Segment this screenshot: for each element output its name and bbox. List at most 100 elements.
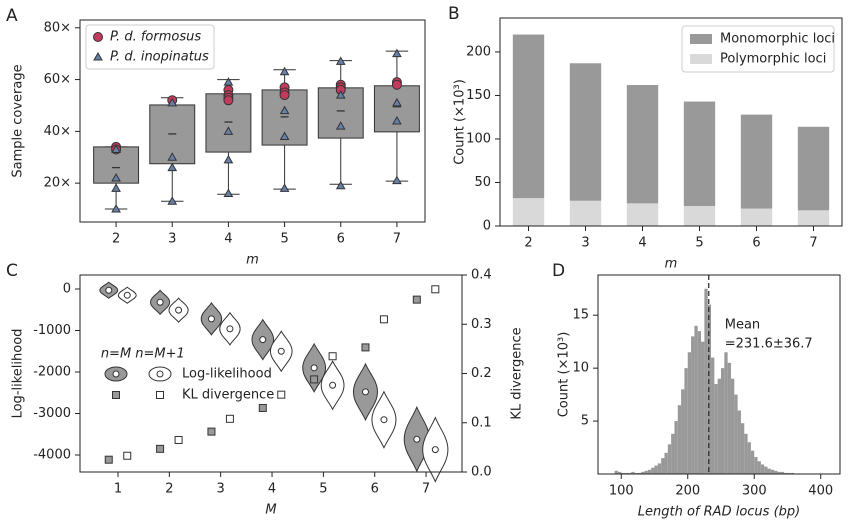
x-tick-label: 100 xyxy=(609,484,634,499)
panel-label: D xyxy=(552,261,565,281)
x-tick-label: 3 xyxy=(168,232,176,247)
point xyxy=(392,48,402,58)
histogram-bar xyxy=(757,461,761,474)
histogram-bar xyxy=(740,423,745,474)
histogram-bar xyxy=(760,464,765,474)
histogram-bar xyxy=(774,470,778,474)
histogram-bar xyxy=(617,471,622,474)
plot-frame xyxy=(597,274,841,475)
histogram-bar xyxy=(677,405,682,474)
legend-group: n=M xyxy=(101,347,131,362)
histogram-bar xyxy=(621,472,625,474)
x-tick-label: 3 xyxy=(581,236,589,251)
point xyxy=(167,152,178,161)
histogram-bar xyxy=(734,394,738,474)
legend-label: Log-likelihood xyxy=(182,367,272,382)
bar-segment xyxy=(797,126,830,211)
x-tick-label: 4 xyxy=(268,482,276,497)
point xyxy=(223,95,234,106)
legend-marker xyxy=(112,370,120,378)
point xyxy=(392,175,402,185)
histogram-bar xyxy=(767,468,771,474)
plot-frame xyxy=(499,17,843,227)
x-tick-label: 5 xyxy=(319,482,327,497)
point xyxy=(111,144,121,153)
x-tick-label: 3 xyxy=(217,482,225,497)
histogram-bar xyxy=(647,469,652,474)
y-tick-label: 5 xyxy=(581,414,589,429)
median xyxy=(226,325,234,333)
legend-swatch xyxy=(690,34,712,44)
histogram-bar xyxy=(624,472,628,474)
median xyxy=(329,381,337,389)
x-tick-label: 7 xyxy=(422,482,430,497)
median xyxy=(156,298,164,306)
y-tick-label: 150 xyxy=(466,88,491,103)
point xyxy=(223,77,234,86)
point xyxy=(111,204,121,213)
point xyxy=(167,97,178,107)
legend-label: P. d. inopinatus xyxy=(110,50,209,65)
bar-segment xyxy=(512,198,545,226)
y-axis-label: Log-likelihood xyxy=(11,329,26,419)
bar-segment xyxy=(683,205,716,226)
square xyxy=(277,390,286,399)
square xyxy=(123,451,132,460)
histogram-bar xyxy=(664,452,668,474)
histogram-bar xyxy=(750,450,755,474)
median xyxy=(175,306,183,314)
x-tick-label: 6 xyxy=(752,236,760,251)
median xyxy=(413,435,421,443)
histogram-bar xyxy=(697,331,702,474)
median xyxy=(207,315,215,323)
histogram-bar xyxy=(720,368,725,474)
x-tick-label: 2 xyxy=(165,482,173,497)
point xyxy=(111,183,121,192)
x-axis-label: m xyxy=(246,253,259,268)
histogram-bar xyxy=(661,458,665,474)
panel-label: B xyxy=(448,4,460,24)
y-tick-label: 40× xyxy=(44,124,71,139)
panel-label: C xyxy=(6,261,18,281)
y-tick-label: 0 xyxy=(483,219,491,234)
median xyxy=(310,364,318,372)
point xyxy=(335,56,346,65)
y-tick-label: 0 xyxy=(63,281,71,296)
x-tick-label: 1 xyxy=(114,482,122,497)
histogram-bar xyxy=(727,362,731,474)
square xyxy=(258,403,267,412)
y-tick-label: -1000 xyxy=(33,323,71,338)
x-axis-label: M xyxy=(265,503,276,518)
histogram-bar xyxy=(790,472,795,474)
point xyxy=(279,131,290,141)
legend-marker xyxy=(112,391,120,399)
histogram-bar xyxy=(687,352,692,474)
x-tick-label: 300 xyxy=(742,484,767,499)
y-tick-label: 15 xyxy=(572,308,589,323)
legend-marker xyxy=(93,32,103,42)
y-tick-label: 0.1 xyxy=(471,415,492,430)
point xyxy=(392,115,402,125)
point xyxy=(279,105,290,115)
histogram-bar xyxy=(747,442,751,474)
legend xyxy=(681,25,835,73)
histogram-bar xyxy=(737,410,741,474)
square xyxy=(310,375,319,384)
histogram-bar xyxy=(674,421,678,474)
box xyxy=(373,85,420,133)
y2-axis-label: KL divergence xyxy=(510,327,525,419)
point xyxy=(111,172,121,182)
histogram-bar xyxy=(644,470,648,474)
square xyxy=(379,315,388,324)
histogram-bar xyxy=(651,467,655,474)
histogram-bar xyxy=(691,336,695,474)
median xyxy=(123,291,131,299)
x-tick-label: 5 xyxy=(280,232,288,247)
bar-segment xyxy=(569,200,602,226)
bar-segment xyxy=(569,63,602,201)
point xyxy=(335,121,346,130)
y-tick-label: 10 xyxy=(572,361,589,376)
x-axis-label: m xyxy=(665,257,678,272)
histogram-bar xyxy=(704,288,708,474)
